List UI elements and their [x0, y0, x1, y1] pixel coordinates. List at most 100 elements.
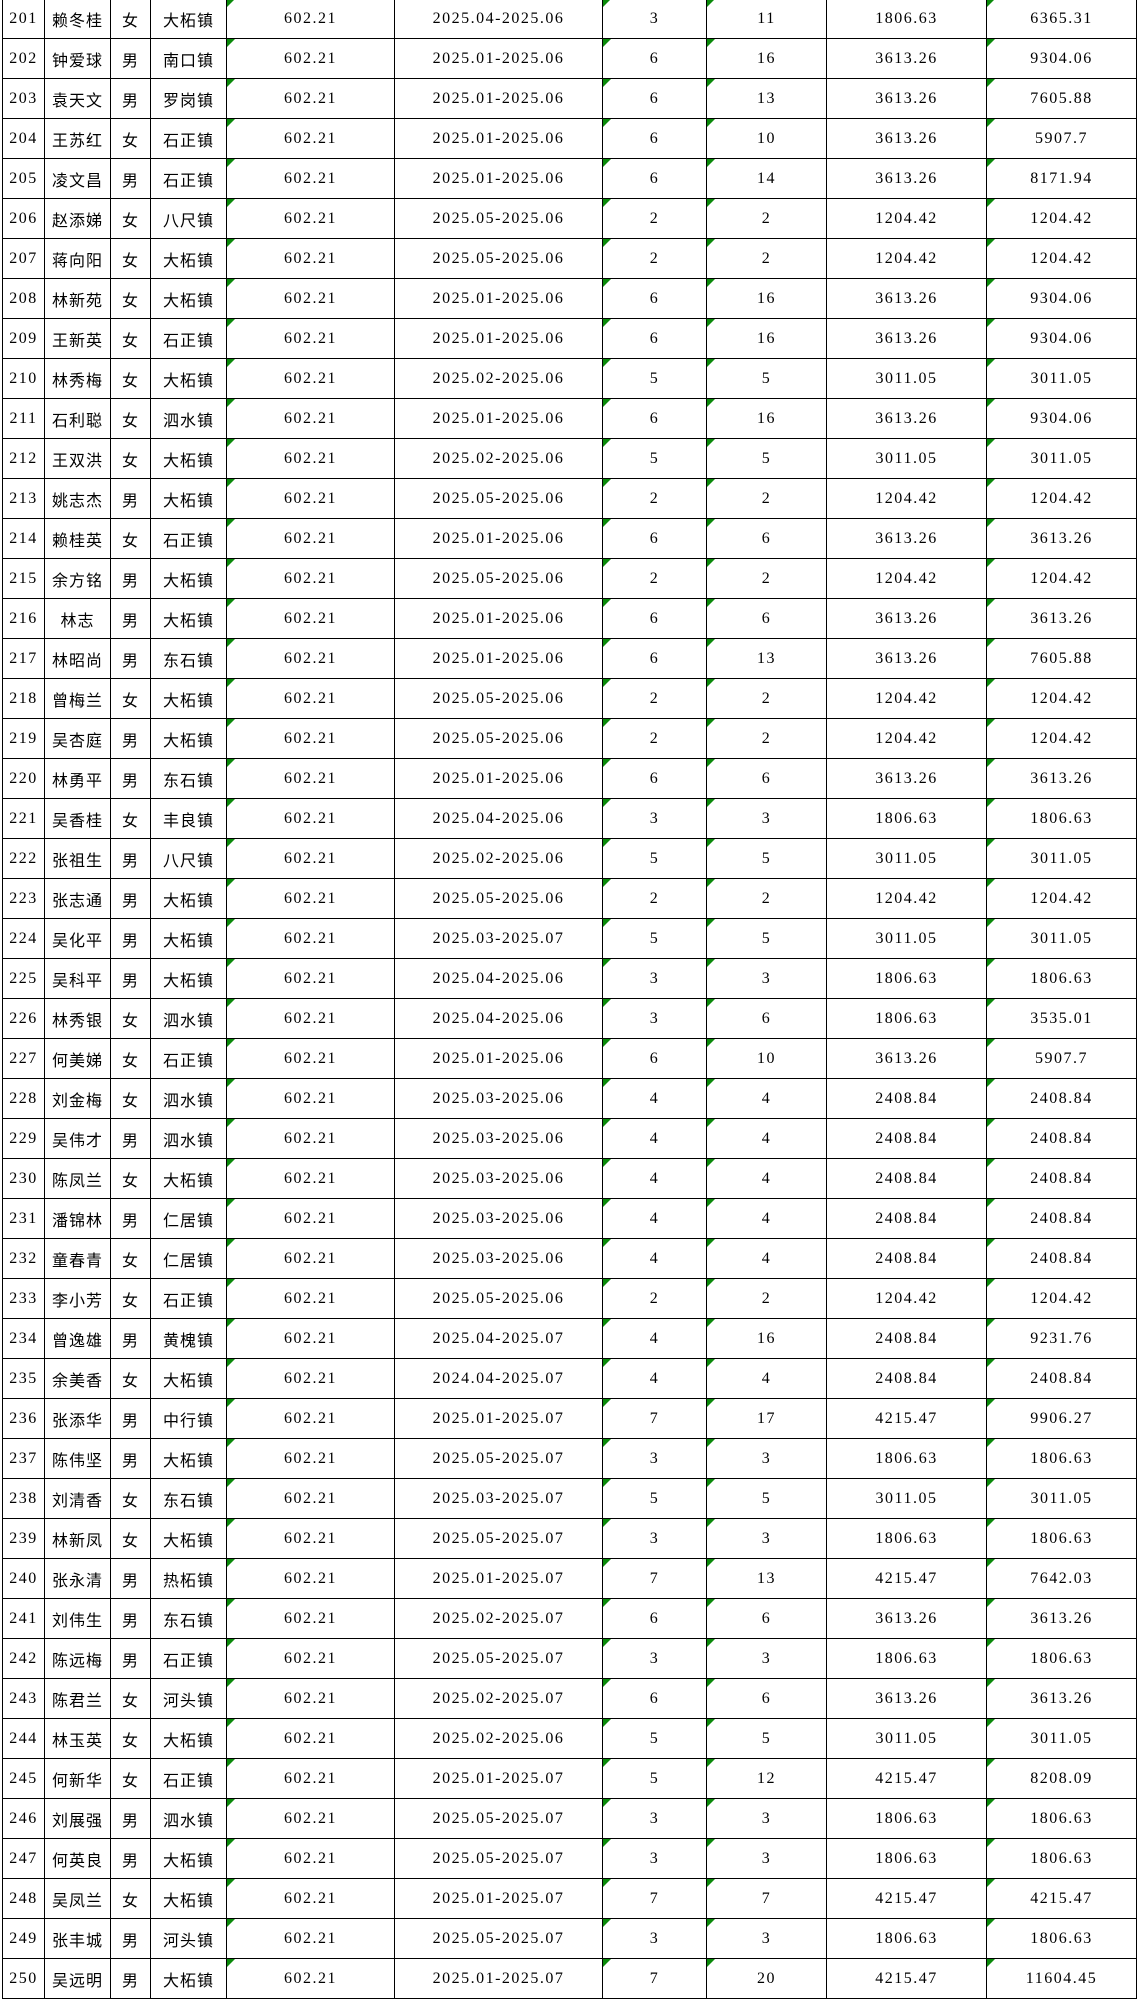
cell-town[interactable]: 大柘镇 — [150, 0, 227, 39]
cell-index[interactable]: 205 — [2, 158, 45, 199]
cell-count[interactable]: 5 — [706, 918, 827, 959]
cell-months[interactable]: 2 — [602, 718, 707, 759]
cell-index[interactable]: 212 — [2, 438, 45, 479]
cell-name[interactable]: 吴香桂 — [44, 798, 111, 839]
cell-monthly_amount[interactable]: 3613.26 — [826, 518, 987, 559]
cell-count[interactable]: 13 — [706, 1558, 827, 1599]
cell-months[interactable]: 3 — [602, 1838, 707, 1879]
cell-index[interactable]: 203 — [2, 78, 45, 119]
cell-total_amount[interactable]: 9304.06 — [986, 38, 1137, 79]
cell-town[interactable]: 大柘镇 — [150, 278, 227, 319]
cell-months[interactable]: 6 — [602, 1598, 707, 1639]
cell-period[interactable]: 2025.03-2025.07 — [394, 1478, 603, 1519]
cell-months[interactable]: 3 — [602, 1638, 707, 1679]
cell-total_amount[interactable]: 2408.84 — [986, 1238, 1137, 1279]
cell-count[interactable]: 16 — [706, 398, 827, 439]
cell-name[interactable]: 刘金梅 — [44, 1078, 111, 1119]
cell-name[interactable]: 陈伟坚 — [44, 1438, 111, 1479]
cell-gender[interactable]: 女 — [110, 0, 151, 39]
cell-period[interactable]: 2025.04-2025.06 — [394, 958, 603, 999]
cell-base_amount[interactable]: 602.21 — [226, 678, 395, 719]
cell-count[interactable]: 16 — [706, 278, 827, 319]
cell-gender[interactable]: 女 — [110, 1878, 151, 1919]
cell-base_amount[interactable]: 602.21 — [226, 958, 395, 999]
cell-months[interactable]: 5 — [602, 1718, 707, 1759]
cell-period[interactable]: 2025.04-2025.07 — [394, 1318, 603, 1359]
cell-town[interactable]: 大柘镇 — [150, 1878, 227, 1919]
cell-months[interactable]: 5 — [602, 838, 707, 879]
cell-count[interactable]: 4 — [706, 1158, 827, 1199]
cell-months[interactable]: 3 — [602, 998, 707, 1039]
cell-period[interactable]: 2025.01-2025.06 — [394, 38, 603, 79]
cell-index[interactable]: 207 — [2, 238, 45, 279]
cell-monthly_amount[interactable]: 3613.26 — [826, 118, 987, 159]
cell-index[interactable]: 218 — [2, 678, 45, 719]
cell-count[interactable]: 13 — [706, 638, 827, 679]
cell-period[interactable]: 2025.02-2025.07 — [394, 1598, 603, 1639]
cell-monthly_amount[interactable]: 3011.05 — [826, 438, 987, 479]
cell-name[interactable]: 林秀梅 — [44, 358, 111, 399]
cell-index[interactable]: 213 — [2, 478, 45, 519]
cell-base_amount[interactable]: 602.21 — [226, 1718, 395, 1759]
cell-name[interactable]: 赵添娣 — [44, 198, 111, 239]
cell-index[interactable]: 242 — [2, 1638, 45, 1679]
cell-gender[interactable]: 女 — [110, 358, 151, 399]
cell-base_amount[interactable]: 602.21 — [226, 78, 395, 119]
cell-base_amount[interactable]: 602.21 — [226, 118, 395, 159]
cell-months[interactable]: 3 — [602, 0, 707, 39]
cell-monthly_amount[interactable]: 3613.26 — [826, 398, 987, 439]
cell-monthly_amount[interactable]: 3613.26 — [826, 1598, 987, 1639]
cell-months[interactable]: 6 — [602, 1678, 707, 1719]
cell-name[interactable]: 刘伟生 — [44, 1598, 111, 1639]
cell-count[interactable]: 20 — [706, 1958, 827, 1999]
cell-total_amount[interactable]: 3011.05 — [986, 838, 1137, 879]
cell-monthly_amount[interactable]: 3613.26 — [826, 38, 987, 79]
cell-name[interactable]: 王新英 — [44, 318, 111, 359]
cell-town[interactable]: 仁居镇 — [150, 1238, 227, 1279]
cell-months[interactable]: 7 — [602, 1398, 707, 1439]
cell-name[interactable]: 王苏红 — [44, 118, 111, 159]
cell-name[interactable]: 林新凤 — [44, 1518, 111, 1559]
cell-index[interactable]: 202 — [2, 38, 45, 79]
cell-name[interactable]: 钟爱球 — [44, 38, 111, 79]
cell-total_amount[interactable]: 1806.63 — [986, 1438, 1137, 1479]
cell-base_amount[interactable]: 602.21 — [226, 1598, 395, 1639]
cell-months[interactable]: 3 — [602, 1518, 707, 1559]
cell-period[interactable]: 2025.05-2025.07 — [394, 1638, 603, 1679]
cell-period[interactable]: 2025.01-2025.06 — [394, 158, 603, 199]
cell-index[interactable]: 248 — [2, 1878, 45, 1919]
cell-name[interactable]: 童春青 — [44, 1238, 111, 1279]
cell-period[interactable]: 2025.01-2025.06 — [394, 278, 603, 319]
cell-count[interactable]: 10 — [706, 118, 827, 159]
cell-town[interactable]: 大柘镇 — [150, 718, 227, 759]
cell-total_amount[interactable]: 1806.63 — [986, 798, 1137, 839]
cell-total_amount[interactable]: 6365.31 — [986, 0, 1137, 39]
cell-index[interactable]: 215 — [2, 558, 45, 599]
cell-count[interactable]: 12 — [706, 1758, 827, 1799]
cell-total_amount[interactable]: 5907.7 — [986, 1038, 1137, 1079]
cell-monthly_amount[interactable]: 1806.63 — [826, 0, 987, 39]
cell-gender[interactable]: 男 — [110, 78, 151, 119]
cell-base_amount[interactable]: 602.21 — [226, 198, 395, 239]
cell-monthly_amount[interactable]: 1204.42 — [826, 678, 987, 719]
cell-name[interactable]: 刘展强 — [44, 1798, 111, 1839]
cell-period[interactable]: 2025.01-2025.07 — [394, 1958, 603, 1999]
cell-base_amount[interactable]: 602.21 — [226, 1918, 395, 1959]
cell-index[interactable]: 244 — [2, 1718, 45, 1759]
cell-monthly_amount[interactable]: 1204.42 — [826, 718, 987, 759]
cell-town[interactable]: 八尺镇 — [150, 838, 227, 879]
cell-town[interactable]: 八尺镇 — [150, 198, 227, 239]
cell-town[interactable]: 泗水镇 — [150, 1078, 227, 1119]
cell-total_amount[interactable]: 2408.84 — [986, 1078, 1137, 1119]
cell-gender[interactable]: 女 — [110, 278, 151, 319]
cell-name[interactable]: 林昭尚 — [44, 638, 111, 679]
cell-index[interactable]: 225 — [2, 958, 45, 999]
cell-base_amount[interactable]: 602.21 — [226, 1118, 395, 1159]
cell-name[interactable]: 曾逸雄 — [44, 1318, 111, 1359]
cell-months[interactable]: 4 — [602, 1358, 707, 1399]
cell-gender[interactable]: 男 — [110, 1958, 151, 1999]
cell-town[interactable]: 泗水镇 — [150, 1798, 227, 1839]
cell-months[interactable]: 6 — [602, 38, 707, 79]
cell-index[interactable]: 226 — [2, 998, 45, 1039]
cell-period[interactable]: 2025.01-2025.06 — [394, 1038, 603, 1079]
